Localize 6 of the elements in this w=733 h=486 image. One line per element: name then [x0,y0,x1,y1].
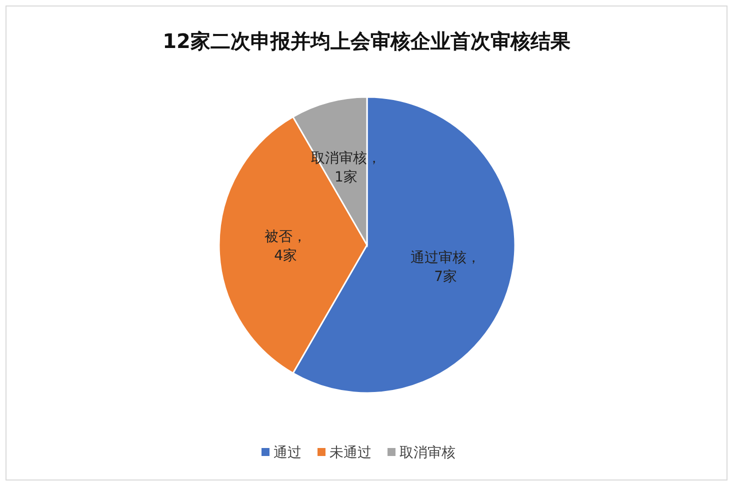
legend-label: 通过 [274,445,302,461]
chart-title: 12家二次申报并均上会审核企业首次审核结果 [162,29,572,53]
legend-label: 未通过 [330,445,372,461]
data-label: 通过审核，7家 [410,250,481,286]
data-label: 被否，4家 [264,229,307,264]
legend-label: 取消审核 [400,445,456,461]
